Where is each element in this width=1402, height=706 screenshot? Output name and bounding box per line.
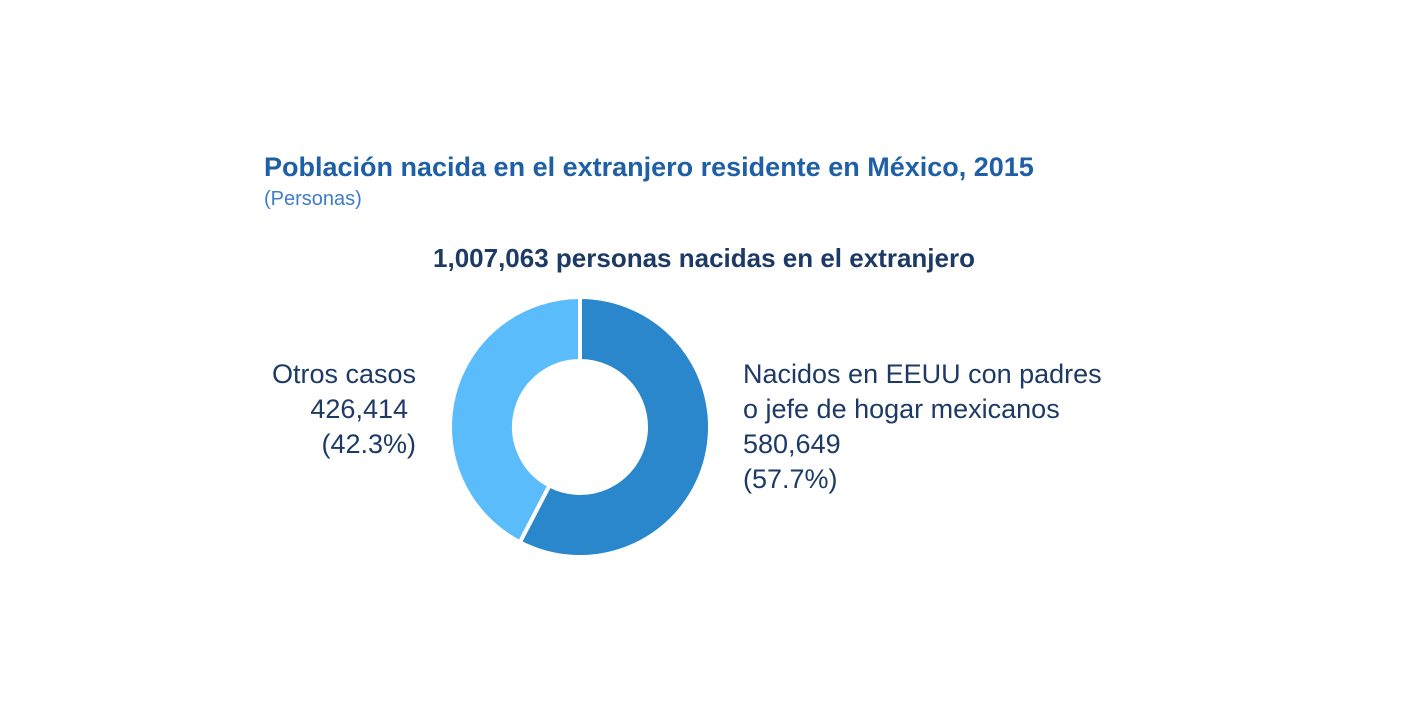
slice-percent: (57.7%): [743, 464, 838, 494]
slice-value: 426,414: [310, 394, 408, 424]
slice-name-line-2: o jefe de hogar mexicanos: [743, 394, 1060, 424]
slice-label-nacidos-eeuu: Nacidos en EEUU con padres o jefe de hog…: [743, 357, 1102, 497]
chart-title: Población nacida en el extranjero reside…: [264, 152, 1034, 182]
slice-name-line-1: Nacidos en EEUU con padres: [743, 359, 1102, 389]
donut-slice-otros-casos: [448, 294, 582, 545]
slice-percent: (42.3%): [321, 429, 416, 459]
slice-name: Otros casos: [271, 359, 416, 389]
chart-total-heading: 1,007,063 personas nacidas en el extranj…: [433, 243, 975, 273]
chart-subtitle: (Personas): [264, 188, 362, 210]
slice-value: 580,649: [743, 429, 841, 459]
slice-label-otros-casos: Otros casos 426,414 (42.3%): [272, 357, 416, 462]
donut-slice-nacidos-eeuu: [517, 294, 712, 559]
